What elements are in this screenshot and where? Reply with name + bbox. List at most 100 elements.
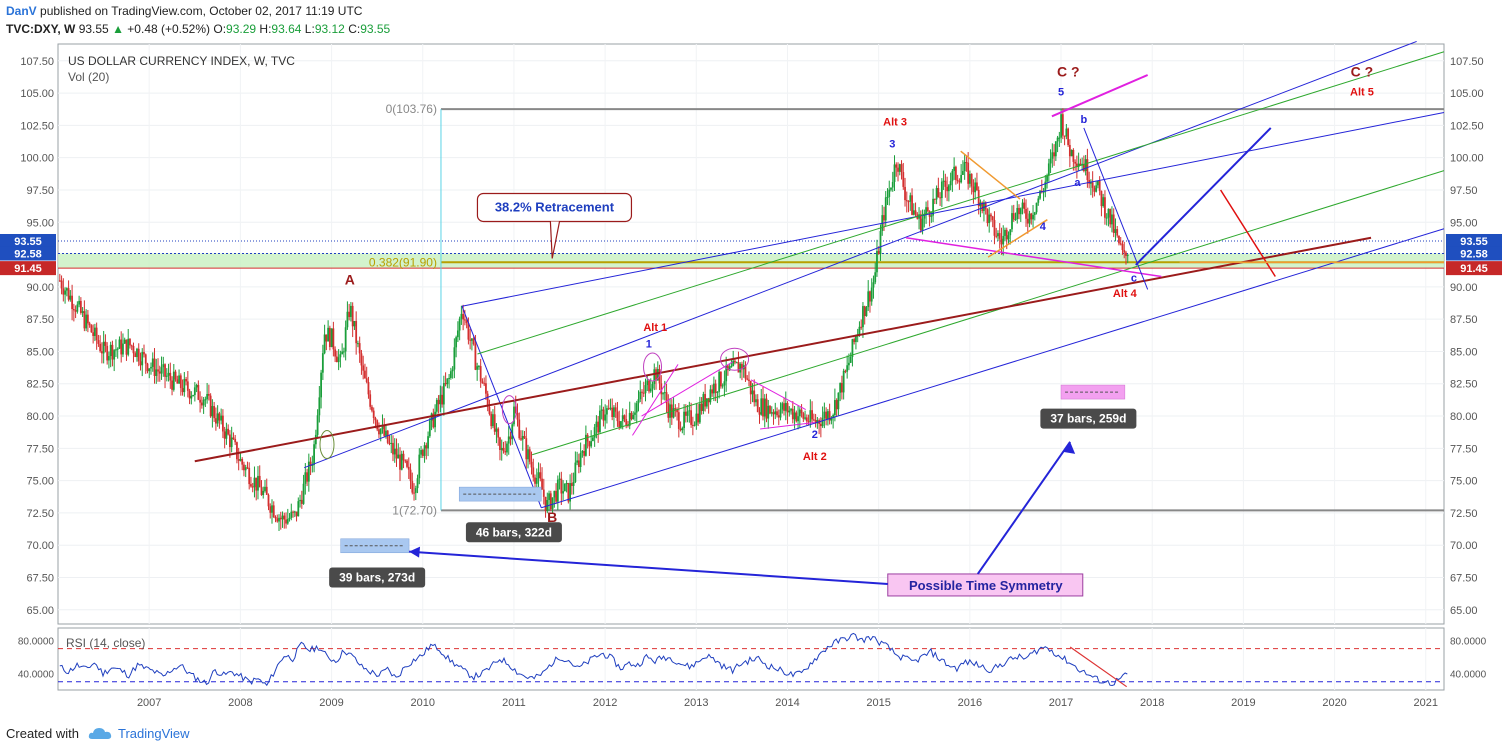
candle-body [895, 164, 898, 168]
candle-body [348, 311, 351, 317]
candle-body [323, 334, 326, 354]
candle-body [62, 288, 65, 295]
candle-body [218, 413, 221, 421]
candle-body [102, 341, 105, 354]
ellipse-marker [720, 347, 750, 371]
candle-body [395, 448, 398, 459]
orange-triangle-bottom [987, 219, 1048, 258]
candle-body [644, 385, 647, 394]
candle-body [560, 478, 563, 494]
candle-body [548, 493, 550, 501]
candle-body [413, 492, 415, 494]
candle-body [937, 188, 940, 198]
candle-body [453, 347, 456, 370]
candle-body [416, 478, 419, 489]
candle-body [451, 369, 454, 372]
candle-body [1054, 141, 1057, 157]
candle-body [335, 356, 338, 363]
candle-body [402, 453, 405, 461]
candle-body [542, 489, 545, 497]
candle-body [933, 198, 936, 200]
candle-body [804, 417, 806, 419]
candle-body [211, 406, 214, 417]
candle-body [339, 354, 342, 358]
candle-body [283, 515, 286, 520]
candle-body [953, 166, 956, 171]
candle-body [583, 451, 586, 456]
candle-body [651, 384, 654, 389]
y-tick-label-right: 77.50 [1450, 443, 1478, 455]
candle-body [921, 218, 924, 231]
y-tick-label-left: 85.00 [26, 346, 54, 358]
candle-body [458, 318, 461, 331]
candle-body [93, 327, 96, 336]
candle-body [364, 370, 366, 379]
candle-body [390, 442, 393, 444]
candle-body [120, 339, 123, 355]
price-chart[interactable]: 0(103.76) 0.382(91.90) 1(72.70) A B C ? C ? Al… [0, 40, 1504, 718]
candle-body [1121, 244, 1124, 251]
candle-body [819, 423, 822, 427]
candle-body [944, 180, 947, 187]
candle-body [711, 389, 714, 394]
candle-body [716, 391, 719, 393]
candle-body [984, 202, 987, 210]
candle-body [632, 414, 635, 420]
tradingview-link[interactable]: TradingView [118, 726, 190, 741]
candle-body [539, 472, 542, 479]
candle-body [365, 378, 368, 382]
candle-body [1088, 180, 1091, 184]
candle-body [683, 411, 685, 429]
candle-body [137, 348, 140, 362]
open-label: O: [213, 22, 227, 36]
candle-body [165, 375, 168, 377]
axes-layer: 107.50 107.50 105.00 105.00 102.50 102.50 100.… [0, 56, 1502, 709]
candle-body [307, 461, 310, 482]
candle-body [314, 434, 317, 445]
candle-body [735, 362, 738, 364]
candle-body [951, 170, 954, 182]
candle-body [1082, 163, 1085, 172]
candle-body [897, 167, 899, 172]
candle-body [58, 280, 61, 282]
candle-body [618, 421, 621, 428]
candle-body [460, 313, 463, 319]
candle-body [446, 378, 449, 385]
candle-body [751, 390, 754, 395]
wave-label: c [1131, 273, 1137, 285]
candle-body [471, 338, 473, 341]
candle-body [1037, 198, 1040, 203]
author-link[interactable]: DanV [6, 4, 37, 18]
arrowhead-left [409, 546, 421, 558]
y-tick-label-left: 102.50 [20, 120, 54, 132]
candle-body [714, 383, 717, 393]
candle-body [923, 213, 926, 219]
candle-body [858, 326, 861, 335]
x-tick-label: 2013 [684, 697, 708, 709]
candle-body [926, 207, 929, 212]
candle-body [860, 326, 863, 328]
candle-body [809, 410, 812, 422]
candle-body [791, 408, 794, 420]
candle-body [620, 421, 622, 428]
candle-body [151, 358, 154, 367]
candle-body [1102, 197, 1105, 207]
y-tick-label-left: 70.00 [26, 540, 54, 552]
candle-body [732, 360, 735, 367]
candle-body [609, 407, 612, 409]
candle-body [483, 383, 486, 385]
candle-body [995, 235, 998, 237]
candle-body [734, 360, 736, 363]
y-tick-label-right: 82.50 [1450, 379, 1478, 391]
candle-body [774, 411, 777, 415]
candle-body [572, 482, 575, 486]
candle-body [300, 499, 303, 504]
candle-body [830, 417, 833, 421]
candle-body [641, 391, 643, 393]
candle-body [437, 399, 440, 405]
candle-body [158, 371, 161, 374]
blue-channel-mid [461, 111, 1445, 307]
candle-body [278, 517, 280, 522]
candle-body [362, 365, 365, 371]
fib-level-label: 1(72.70) [392, 503, 437, 517]
